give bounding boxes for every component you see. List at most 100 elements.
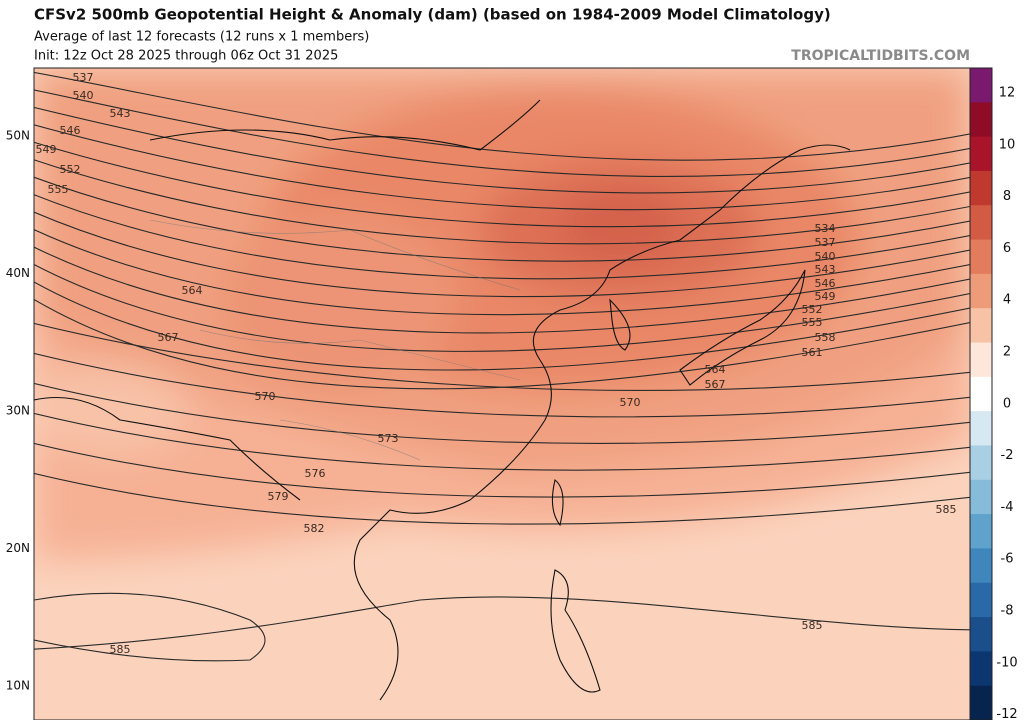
colorbar-tick-label: -2 — [1001, 448, 1014, 463]
contour-line — [34, 106, 970, 194]
contour-label: 585 — [936, 503, 957, 516]
coastlines — [34, 99, 851, 701]
contour-label: 582 — [304, 522, 325, 535]
colorbar-swatch — [970, 308, 992, 344]
contour-label: 576 — [305, 467, 326, 480]
borders — [149, 219, 521, 461]
contour-line — [34, 159, 970, 245]
contour-label: 543 — [110, 107, 131, 120]
contour-label: 549 — [36, 143, 57, 156]
map — [34, 68, 970, 720]
contour-label: 564 — [182, 284, 203, 297]
contour-label: 570 — [620, 396, 641, 409]
contour-line — [34, 382, 970, 444]
contour-label: 555 — [802, 316, 823, 329]
colorbar-tick-label: 6 — [1003, 241, 1011, 256]
colorbar-tick-label: -12 — [996, 707, 1017, 720]
contour-line — [34, 472, 970, 525]
contour-label: 549 — [815, 290, 836, 303]
contour-label: 561 — [802, 346, 823, 359]
contour-line — [34, 298, 970, 390]
contour-label: 546 — [60, 124, 81, 137]
contour-line — [34, 124, 970, 211]
contour-line — [34, 141, 970, 228]
contour-label: 543 — [815, 263, 836, 276]
contour-label: 585 — [110, 643, 131, 656]
contour-label: 537 — [73, 71, 94, 84]
contour-line — [34, 412, 970, 471]
colorbar-tick-label: 10 — [999, 137, 1016, 152]
contour-line — [34, 322, 970, 391]
colorbar-swatch — [970, 102, 992, 138]
latitude-label: 10N — [6, 679, 30, 693]
contour-label: 564 — [705, 363, 726, 376]
contour-label: 567 — [705, 378, 726, 391]
colorbar-swatch — [970, 548, 992, 584]
colorbar-swatch — [970, 205, 992, 241]
colorbar-swatch — [970, 582, 992, 618]
colorbar-tick-label: 8 — [1003, 189, 1011, 204]
colorbar-tick-label: -8 — [1001, 604, 1014, 619]
contour-label: 555 — [48, 183, 69, 196]
colorbar-tick-label: -6 — [1001, 552, 1014, 567]
colorbar: 12 10 8 6 4 2 0 -2 -4 -6 -8 -10 -12 — [969, 67, 1018, 720]
contour-label: 552 — [60, 163, 81, 176]
latitude-label: 20N — [6, 541, 30, 555]
colorbar-swatch — [970, 479, 992, 515]
colorbar-swatch — [970, 685, 992, 720]
colorbar-swatch — [970, 617, 992, 652]
contour-line — [34, 592, 266, 662]
labels: 50N40N30N20N10N5375405435465495525555645… — [6, 71, 957, 693]
contour-label: 540 — [73, 89, 94, 102]
contour-label: 540 — [815, 250, 836, 263]
contour-line — [34, 442, 970, 498]
init-time: Init: 12z Oct 28 2025 through 06z Oct 31… — [34, 49, 338, 64]
colorbar-frame — [969, 67, 993, 720]
colorbar-swatch — [970, 136, 992, 172]
latitude-label: 30N — [6, 404, 30, 418]
contour-label: 558 — [815, 331, 836, 344]
colorbar-tick-label: 2 — [1003, 345, 1011, 360]
contour-line — [34, 71, 970, 161]
colorbar-swatch — [970, 342, 992, 378]
contour-line — [34, 228, 970, 316]
contour-lines — [34, 71, 970, 662]
contour-line — [34, 281, 970, 371]
colorbar-tick-label: 0 — [1003, 396, 1011, 411]
colorbar-tick-label: 4 — [1003, 293, 1011, 308]
contour-label: 570 — [255, 390, 276, 403]
contour-line — [34, 263, 970, 352]
colorbar-tick-label: -10 — [996, 655, 1017, 670]
contour-line — [34, 596, 970, 650]
colorbar-swatch — [970, 445, 992, 481]
colorbar-swatch — [970, 68, 992, 103]
contour-line — [34, 89, 970, 178]
site-watermark: TROPICALTIDBITS.COM — [791, 48, 970, 64]
latitude-label: 50N — [6, 129, 30, 143]
colorbar-swatch — [970, 651, 992, 687]
contour-label: 585 — [802, 619, 823, 632]
colorbar-swatch — [970, 239, 992, 275]
contour-line — [34, 194, 970, 280]
colorbar-swatch — [970, 376, 992, 412]
subtitle: Average of last 12 forecasts (12 runs x … — [34, 30, 369, 45]
colorbar-tick-label: 12 — [999, 86, 1016, 101]
colorbar-tick-label: -4 — [1001, 500, 1014, 515]
contour-label: 537 — [815, 236, 836, 249]
latitude-label: 40N — [6, 266, 30, 280]
contour-label: 552 — [802, 303, 823, 316]
colorbar-swatch — [970, 170, 992, 206]
colorbar-swatch — [970, 273, 992, 309]
contour-label: 579 — [268, 490, 289, 503]
contour-line — [34, 176, 970, 262]
contour-line — [34, 246, 970, 334]
title: CFSv2 500mb Geopotential Height & Anomal… — [34, 6, 831, 24]
contour-label: 534 — [815, 222, 836, 235]
colorbar-swatch — [970, 411, 992, 446]
contour-line — [34, 352, 970, 418]
contour-line — [34, 211, 970, 298]
contour-label: 567 — [158, 331, 179, 344]
colorbar-swatch — [970, 514, 992, 549]
contour-label: 546 — [815, 277, 836, 290]
